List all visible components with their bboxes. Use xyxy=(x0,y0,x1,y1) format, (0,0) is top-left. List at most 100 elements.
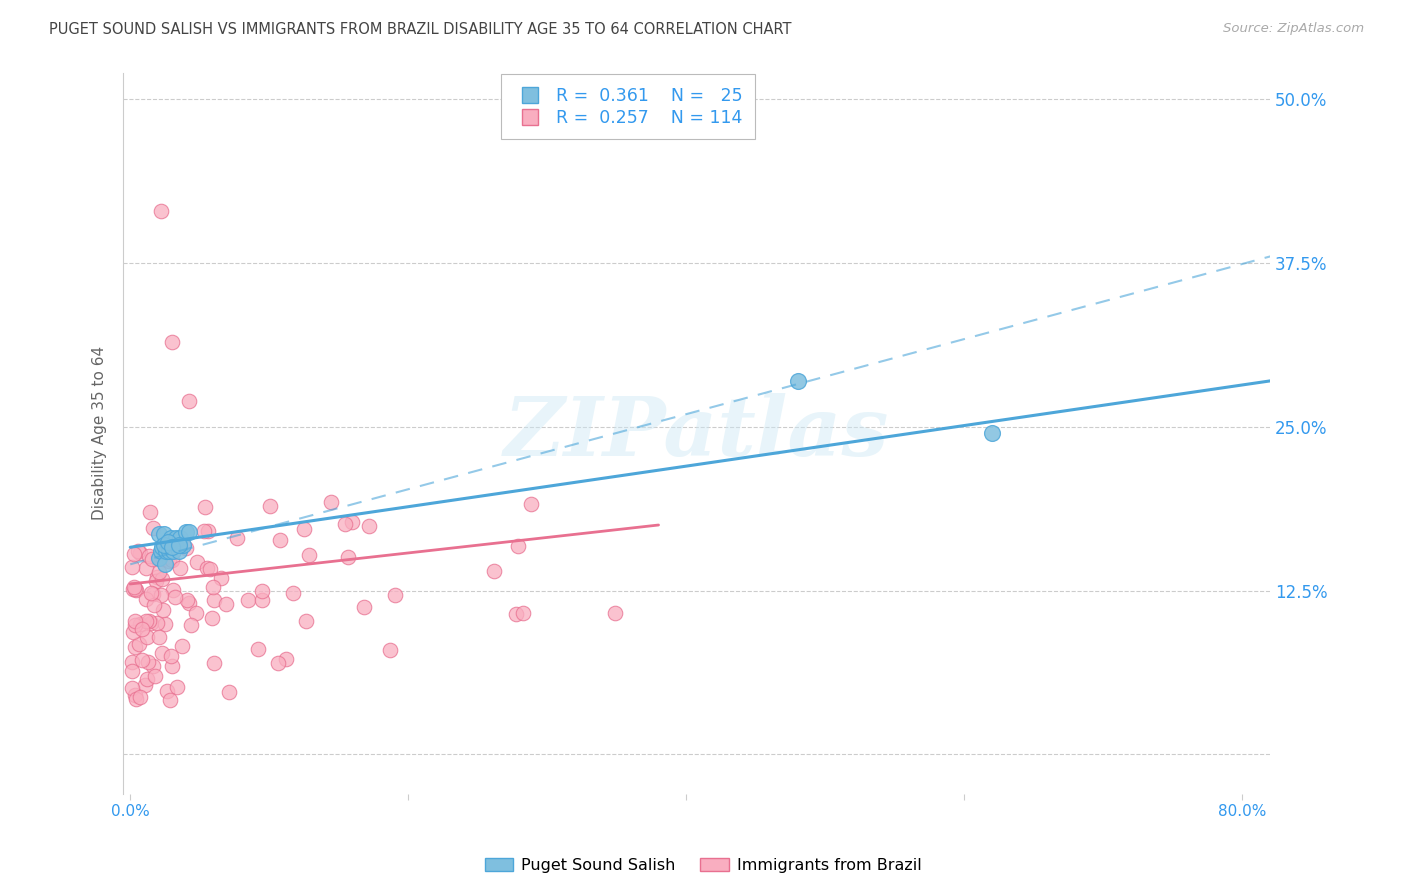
Point xyxy=(165,591,187,605)
Point xyxy=(135,561,157,575)
Point xyxy=(128,690,150,705)
Point xyxy=(162,583,184,598)
Text: ZIPatlas: ZIPatlas xyxy=(503,393,890,474)
Point xyxy=(195,561,218,575)
Point xyxy=(174,541,197,555)
Point xyxy=(138,614,160,628)
Point xyxy=(159,692,181,706)
Point xyxy=(150,588,173,602)
Point xyxy=(142,598,165,612)
Point xyxy=(141,585,163,599)
Point xyxy=(145,669,167,683)
Point xyxy=(142,586,165,600)
Point xyxy=(159,648,181,663)
Point xyxy=(482,564,505,578)
Point xyxy=(124,640,146,654)
Point xyxy=(122,580,145,594)
Point xyxy=(148,630,170,644)
Point xyxy=(155,544,177,558)
Point xyxy=(128,637,150,651)
Point xyxy=(226,531,249,545)
Point xyxy=(176,593,198,607)
Point xyxy=(160,538,183,552)
Point xyxy=(136,655,159,669)
Point xyxy=(186,555,208,569)
Text: Source: ZipAtlas.com: Source: ZipAtlas.com xyxy=(1223,22,1364,36)
Point xyxy=(197,524,219,538)
Point xyxy=(384,589,406,603)
Point xyxy=(209,571,232,585)
Point xyxy=(160,659,183,673)
Point xyxy=(162,544,184,558)
Point xyxy=(152,538,174,552)
Point xyxy=(150,541,173,555)
Point xyxy=(160,541,183,555)
Point xyxy=(152,603,174,617)
Point xyxy=(124,618,146,632)
Point xyxy=(124,688,146,702)
Point xyxy=(121,560,143,574)
Point xyxy=(194,500,217,514)
Point xyxy=(520,497,543,511)
Point xyxy=(153,558,176,572)
Point xyxy=(359,519,381,533)
Point xyxy=(340,515,363,529)
Point xyxy=(247,642,270,657)
Point xyxy=(267,656,290,670)
Point xyxy=(274,652,297,666)
Point xyxy=(159,531,181,545)
Point xyxy=(180,618,202,632)
Text: PUGET SOUND SALISH VS IMMIGRANTS FROM BRAZIL DISABILITY AGE 35 TO 64 CORRELATION: PUGET SOUND SALISH VS IMMIGRANTS FROM BR… xyxy=(49,22,792,37)
Point xyxy=(186,606,208,620)
Legend: Puget Sound Salish, Immigrants from Brazil: Puget Sound Salish, Immigrants from Braz… xyxy=(478,852,928,880)
Point xyxy=(294,615,316,629)
Point xyxy=(236,592,259,607)
Point xyxy=(142,521,165,535)
Point xyxy=(156,683,179,698)
Point xyxy=(177,393,200,408)
Point xyxy=(121,664,143,678)
Point xyxy=(153,617,176,632)
Point xyxy=(156,538,179,552)
Point xyxy=(124,547,146,561)
Point xyxy=(166,680,188,694)
Point xyxy=(121,681,143,696)
Point xyxy=(121,625,143,640)
Point xyxy=(505,607,527,622)
Point xyxy=(139,505,162,519)
Point xyxy=(269,533,291,547)
Point xyxy=(127,544,149,558)
Point xyxy=(142,659,165,673)
Point xyxy=(138,549,160,564)
Point xyxy=(150,572,173,586)
Point xyxy=(169,560,191,574)
Point xyxy=(136,630,159,644)
Point xyxy=(250,584,273,599)
Point xyxy=(292,522,315,536)
Point xyxy=(160,553,183,567)
Point xyxy=(198,562,221,576)
Point xyxy=(148,550,170,565)
Point xyxy=(281,586,304,600)
Point xyxy=(157,554,180,568)
Point xyxy=(259,499,281,513)
Point xyxy=(202,657,225,671)
Point xyxy=(148,565,170,579)
Point xyxy=(202,580,225,594)
Point xyxy=(512,606,534,620)
Point xyxy=(172,538,194,552)
Point xyxy=(136,673,159,687)
Point xyxy=(215,597,238,611)
Point xyxy=(298,548,321,562)
Point xyxy=(125,691,148,706)
Point xyxy=(131,622,153,636)
Point xyxy=(174,524,197,539)
Point xyxy=(122,582,145,596)
Point xyxy=(148,527,170,541)
Point xyxy=(160,334,183,349)
Point xyxy=(603,606,626,620)
Point xyxy=(146,616,169,631)
Point xyxy=(157,544,180,558)
Point xyxy=(124,614,146,628)
Point xyxy=(135,614,157,628)
